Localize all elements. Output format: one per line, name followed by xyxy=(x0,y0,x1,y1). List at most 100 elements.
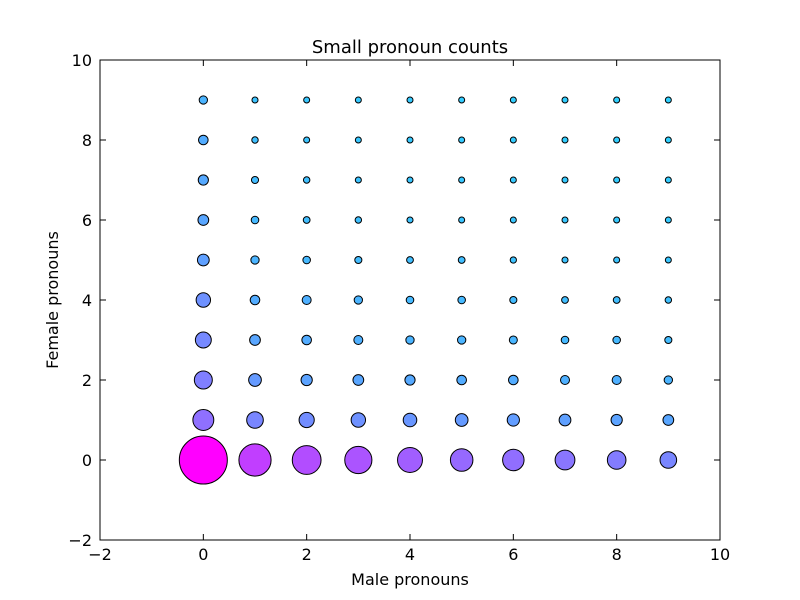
scatter-point xyxy=(458,216,466,224)
scatter-point xyxy=(560,375,570,385)
scatter-point xyxy=(195,292,212,308)
scatter-point xyxy=(506,413,520,427)
scatter-point xyxy=(249,294,261,306)
y-tick-label: 2 xyxy=(82,371,92,390)
scatter-point xyxy=(613,216,621,224)
x-tick-label: 8 xyxy=(612,545,622,564)
scatter-point xyxy=(300,373,313,387)
scatter-point xyxy=(560,335,570,345)
scatter-point xyxy=(250,255,260,265)
scatter-point xyxy=(561,296,569,304)
scatter-point xyxy=(250,215,260,225)
scatter-point xyxy=(406,136,414,144)
scatter-point xyxy=(610,413,623,427)
scatter-point xyxy=(302,216,311,224)
scatter-point xyxy=(558,413,572,427)
scatter-point xyxy=(248,373,262,387)
scatter-point xyxy=(456,374,467,386)
scatter-point xyxy=(457,295,466,305)
scatter-point xyxy=(406,176,414,184)
scatter-point xyxy=(246,411,264,429)
scatter-point xyxy=(508,335,518,345)
scatter-point xyxy=(198,134,209,146)
scatter-point xyxy=(509,295,518,305)
scatter-point xyxy=(502,448,525,472)
y-tick-label: 8 xyxy=(82,131,92,150)
scatter-point xyxy=(457,256,466,264)
scatter-point xyxy=(251,136,259,144)
scatter-point xyxy=(606,450,627,470)
scatter-point xyxy=(613,136,621,144)
scatter-point xyxy=(354,136,362,144)
scatter-point xyxy=(354,216,363,224)
scatter-point xyxy=(664,256,672,264)
x-tick-label: 2 xyxy=(302,545,312,564)
scatter-point xyxy=(301,295,312,305)
y-tick-label: 6 xyxy=(82,211,92,230)
scatter-point xyxy=(238,443,272,477)
scatter-point xyxy=(613,96,621,104)
y-tick-label: 4 xyxy=(82,291,92,310)
scatter-point xyxy=(458,96,466,104)
plot-area xyxy=(178,95,678,485)
scatter-point xyxy=(561,176,569,184)
scatter-point xyxy=(509,96,517,104)
scatter-point xyxy=(664,296,673,304)
scatter-point xyxy=(354,176,362,184)
x-tick-label: 0 xyxy=(198,545,208,564)
scatter-point xyxy=(298,411,315,429)
scatter-point xyxy=(344,445,373,475)
scatter-point xyxy=(302,255,311,265)
scatter-point xyxy=(664,96,672,104)
scatter-point xyxy=(291,445,322,475)
scatter-point xyxy=(457,335,467,345)
x-tick-label: 4 xyxy=(405,545,415,564)
x-tick-label: −2 xyxy=(88,545,112,564)
scatter-point xyxy=(196,253,210,267)
chart-title: Small pronoun counts xyxy=(312,37,508,58)
scatter-point xyxy=(509,216,517,224)
scatter-point xyxy=(197,214,210,226)
scatter-point xyxy=(353,335,364,345)
scatter-point xyxy=(194,331,212,349)
scatter-point xyxy=(561,96,569,104)
scatter-point xyxy=(509,176,517,184)
scatter-point xyxy=(458,176,466,184)
scatter-point xyxy=(302,176,311,184)
scatter-point xyxy=(612,335,621,345)
scatter-point xyxy=(663,375,673,385)
scatter-point xyxy=(458,136,466,144)
scatter-point xyxy=(561,216,569,224)
scatter-point xyxy=(561,256,569,264)
y-tick-label: −2 xyxy=(68,531,92,550)
scatter-point xyxy=(659,451,678,469)
scatter-point xyxy=(404,374,416,386)
scatter-point xyxy=(554,449,576,471)
scatter-point xyxy=(508,374,519,386)
scatter-point xyxy=(353,295,363,305)
scatter-point xyxy=(664,216,672,224)
scatter-point xyxy=(352,374,365,386)
scatter-point xyxy=(449,448,474,472)
scatter-point xyxy=(662,414,675,426)
scatter-point xyxy=(197,174,209,186)
y-tick-label: 0 xyxy=(82,451,92,470)
scatter-point xyxy=(509,136,517,144)
scatter-point xyxy=(406,96,414,104)
scatter-point xyxy=(664,335,673,345)
scatter-point xyxy=(354,255,363,265)
scatter-point xyxy=(406,256,414,264)
scatter-point xyxy=(251,96,259,104)
scatter-point xyxy=(249,334,261,346)
scatter-point xyxy=(454,413,469,427)
scatter-point xyxy=(509,256,517,264)
y-tick-label: 10 xyxy=(72,51,92,70)
scatter-point xyxy=(397,447,423,473)
scatter-point xyxy=(354,96,362,104)
scatter-point xyxy=(301,334,312,346)
scatter-point xyxy=(402,412,418,428)
scatter-point xyxy=(405,335,415,345)
scatter-point xyxy=(664,136,672,144)
scatter-point xyxy=(303,96,311,104)
